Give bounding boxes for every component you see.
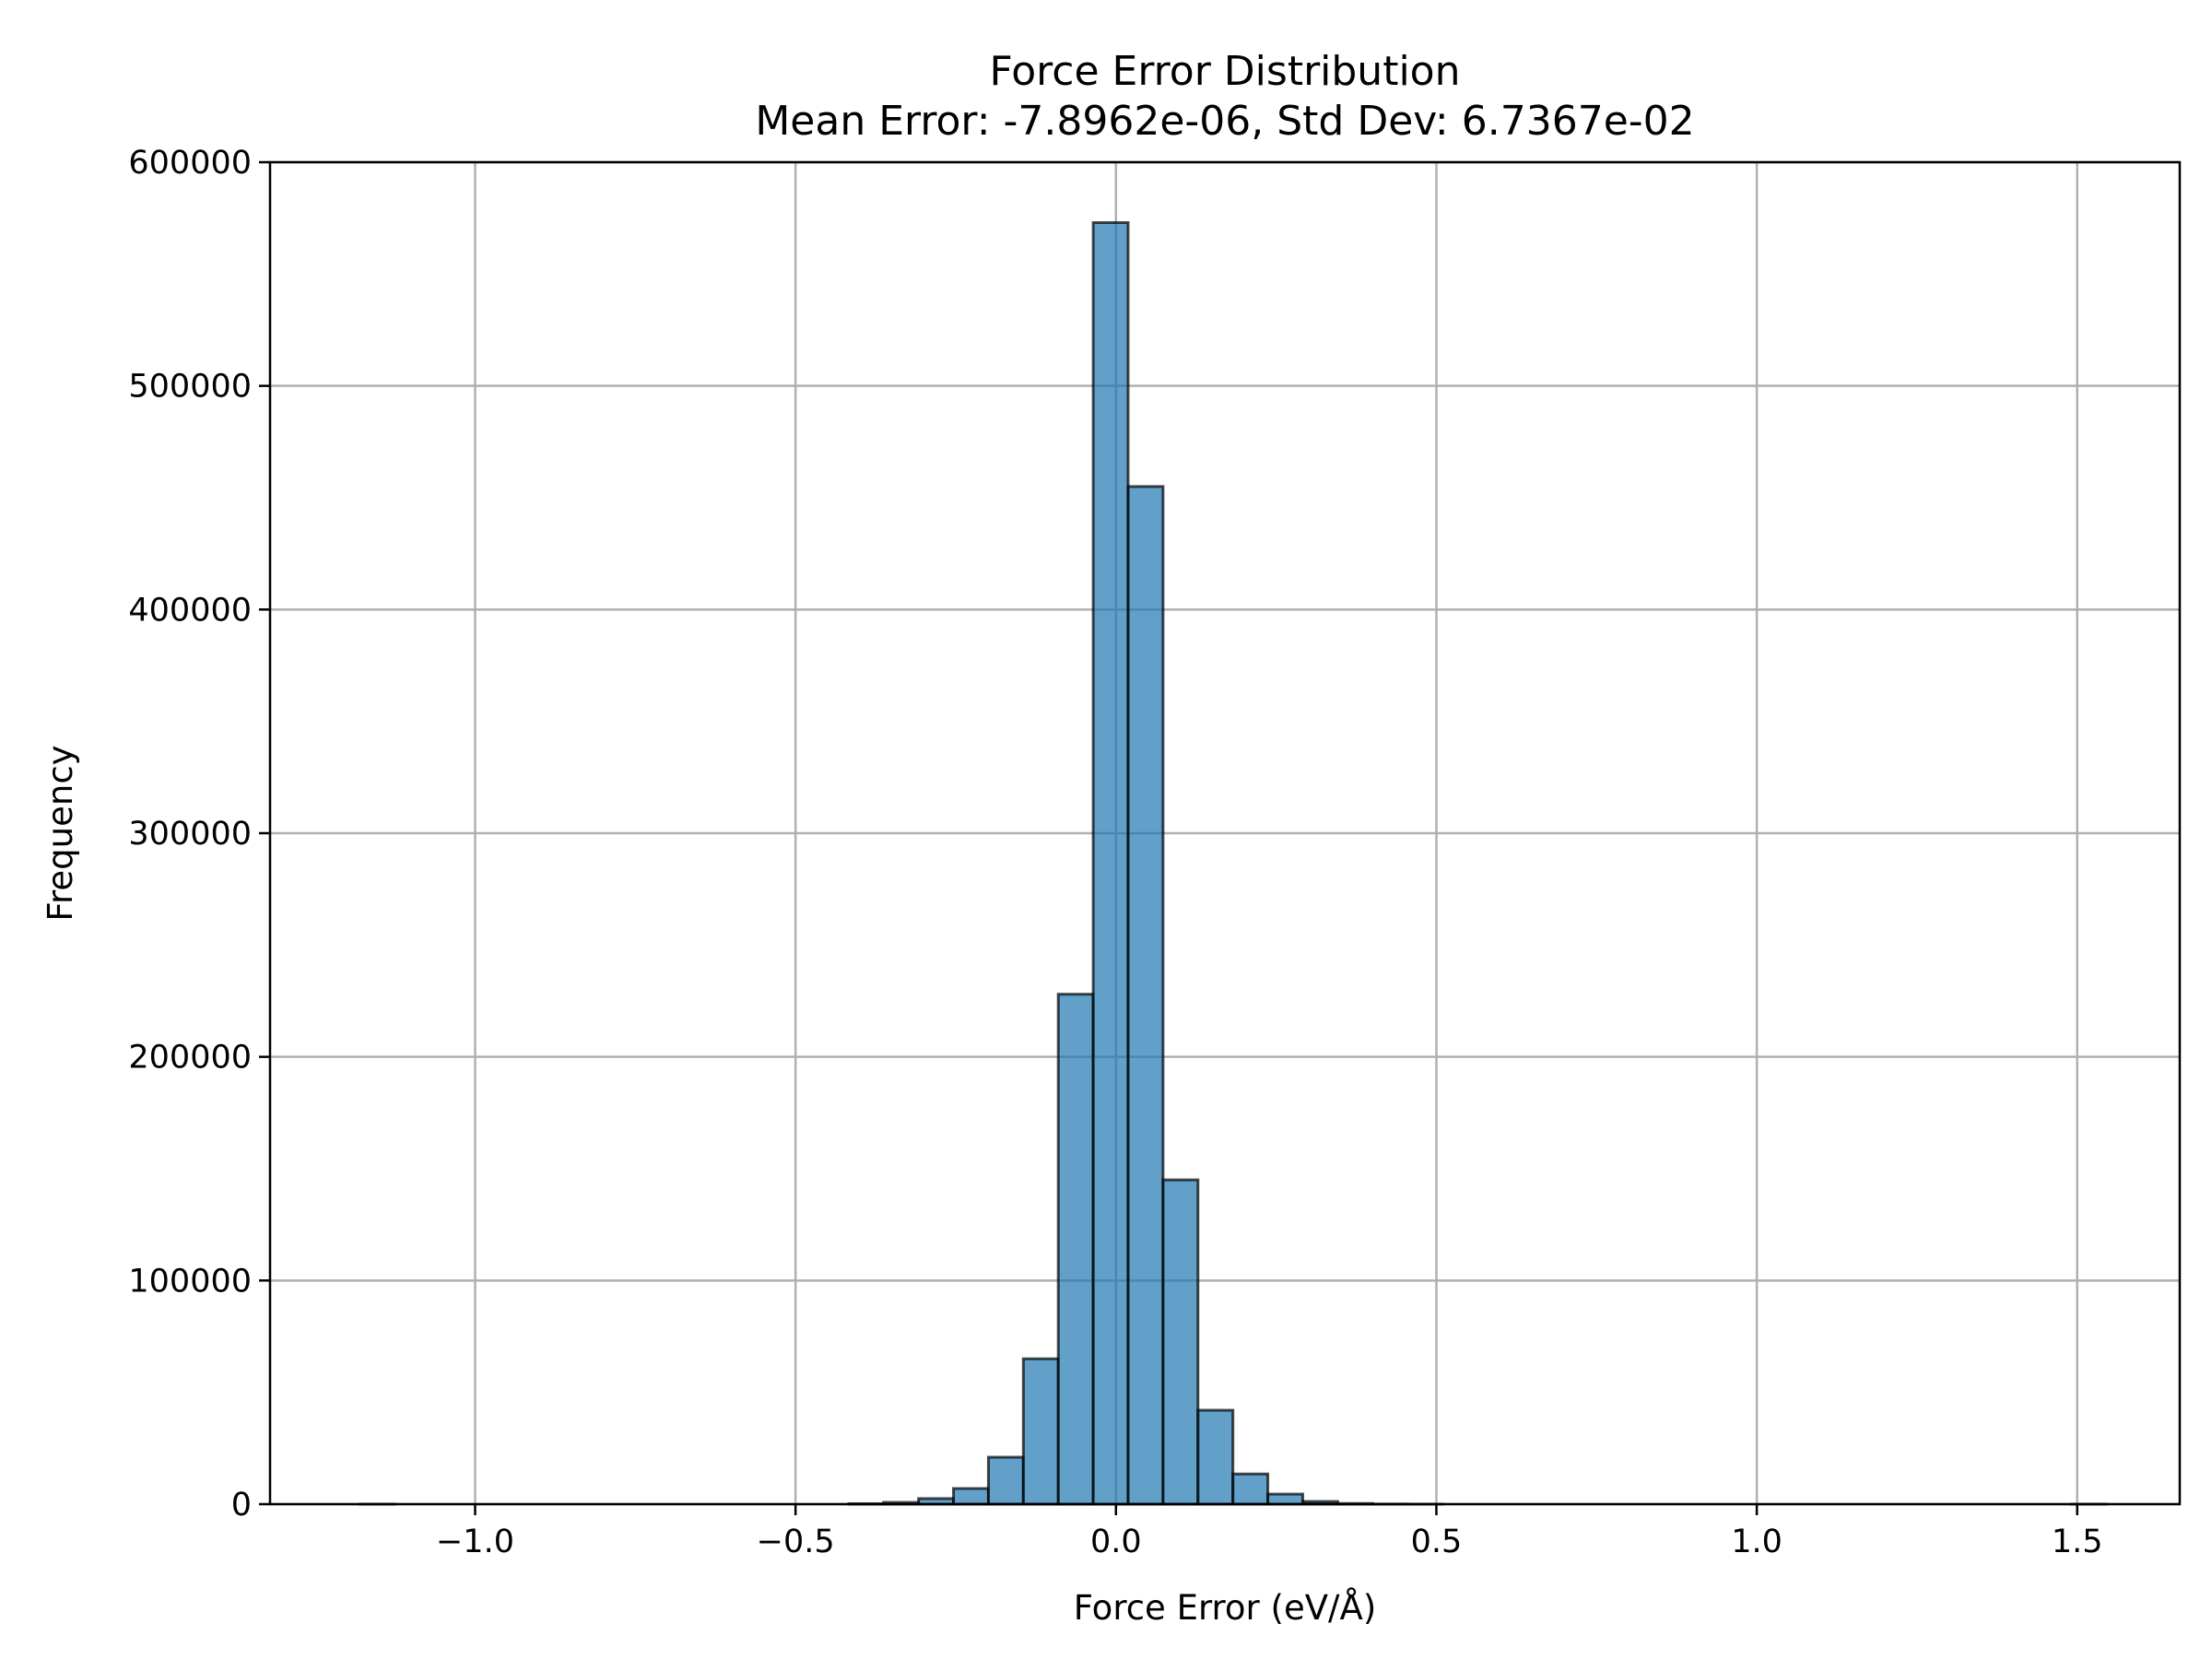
histogram-bar	[1056, 993, 1095, 1506]
y-axis-label: Frequency	[41, 745, 80, 921]
x-tick-label: 1.0	[1731, 1524, 1783, 1560]
y-tick-label: 600000	[128, 145, 252, 182]
histogram-bar	[952, 1487, 990, 1506]
y-tick-label: 300000	[128, 816, 252, 853]
x-axis-label: Force Error (eV/Å)	[1074, 1587, 1377, 1628]
histogram-bars	[358, 221, 2108, 1506]
x-tick-label: 0.5	[1411, 1524, 1463, 1560]
histogram-bar	[1126, 485, 1165, 1506]
y-tick-label: 100000	[128, 1263, 252, 1300]
histogram-bar	[1266, 1492, 1304, 1506]
histogram-bar	[1021, 1357, 1060, 1506]
chart-subtitle: Mean Error: -7.8962e-06, Std Dev: 6.7367…	[755, 98, 1694, 145]
y-tick-label: 500000	[128, 369, 252, 406]
x-tick-label: −0.5	[757, 1524, 835, 1560]
x-tick-label: −1.0	[436, 1524, 514, 1560]
histogram-bar	[1091, 221, 1130, 1506]
y-axis-ticks: 0 100000 200000 300000 400000 500000 600000	[128, 145, 270, 1524]
histogram-bar	[1196, 1408, 1235, 1506]
y-tick-label: 0	[231, 1487, 252, 1524]
x-axis-ticks: −1.0 −0.5 0.0 0.5 1.0 1.5	[436, 1504, 2103, 1560]
histogram-bar	[1161, 1178, 1200, 1506]
chart-title: Force Error Distribution	[990, 48, 1461, 95]
x-tick-label: 0.0	[1090, 1524, 1142, 1560]
x-tick-label: 1.5	[2052, 1524, 2103, 1560]
histogram-bar	[1231, 1472, 1270, 1506]
y-tick-label: 200000	[128, 1040, 252, 1077]
histogram-bar	[986, 1455, 1025, 1506]
y-tick-label: 400000	[128, 592, 252, 629]
